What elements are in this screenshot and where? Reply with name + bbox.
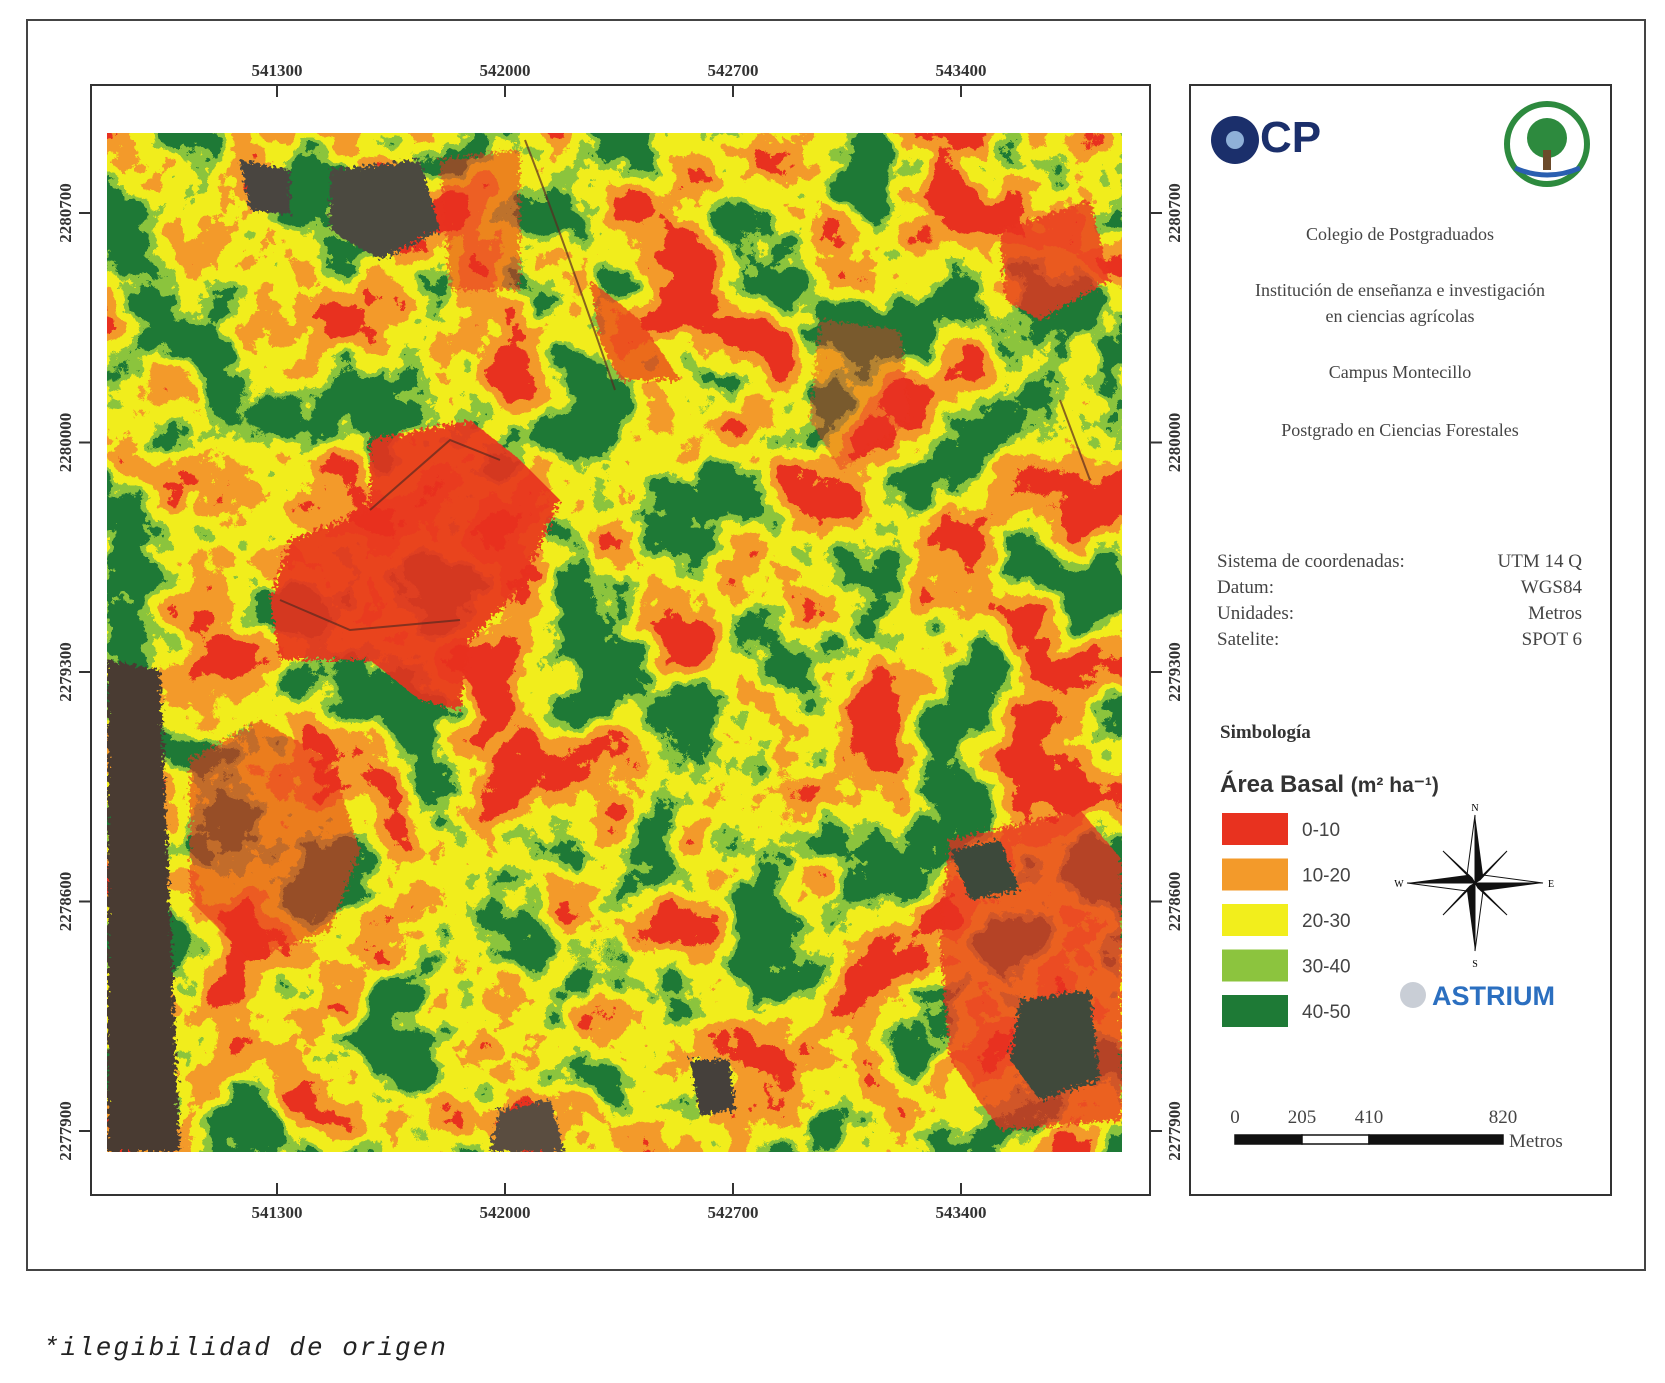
scale-segment <box>1368 1134 1504 1145</box>
logo-left: CP <box>1211 113 1321 164</box>
raster-patches <box>107 150 1122 1152</box>
spec-value: WGS84 <box>1521 577 1583 598</box>
description-line: en ciencias agrícolas <box>1326 306 1475 326</box>
compass-w: W <box>1394 879 1404 890</box>
legend-heading: Simbología <box>1220 722 1311 743</box>
compass-e: E <box>1548 879 1554 890</box>
x-tick-label: 542700 <box>708 1203 759 1222</box>
raster-lines <box>279 139 1091 632</box>
brand-text: ASTRIUM <box>1432 981 1555 1011</box>
raster <box>107 133 1122 1152</box>
legend-title: Área Basal (m² ha⁻¹) <box>1220 770 1439 798</box>
legend-label: 40-50 <box>1302 1002 1351 1023</box>
y-tick-label: 2278600 <box>56 872 75 932</box>
spec-label: Satelite: <box>1217 629 1279 650</box>
scale-segment <box>1301 1134 1370 1145</box>
x-tick-label: 543400 <box>936 61 987 80</box>
x-tick-label: 541300 <box>252 1203 303 1222</box>
legend-swatch <box>1222 813 1288 845</box>
y-tick-label: 2278600 <box>1165 872 1184 932</box>
legend-title-text: Área Basal <box>1220 770 1344 798</box>
logo-right <box>1504 101 1590 187</box>
legend-swatch <box>1222 904 1288 936</box>
scale-label: 410 <box>1355 1107 1384 1128</box>
legend-label: 0-10 <box>1302 820 1340 841</box>
scale-segment <box>1234 1134 1303 1145</box>
y-tick-label: 2279300 <box>56 642 75 702</box>
spec-label: Datum: <box>1217 577 1274 598</box>
y-tick-label: 2280700 <box>1165 183 1184 243</box>
legend-label: 30-40 <box>1302 957 1351 978</box>
legend-swatch <box>1222 995 1288 1027</box>
y-tick-label: 2280700 <box>56 183 75 243</box>
y-tick-label: 2280000 <box>56 413 75 473</box>
brand-logo: ASTRIUM <box>1400 981 1555 1011</box>
legend: 0-10 10-20 20-30 30-40 40-50 <box>1222 813 1351 1027</box>
spec-label: Sistema de coordenadas: <box>1217 551 1405 572</box>
legend-swatch <box>1222 858 1288 891</box>
legend-swatch <box>1222 949 1288 982</box>
legend-label: 20-30 <box>1302 911 1351 932</box>
y-tick-label: 2277900 <box>56 1101 75 1161</box>
coordinate-ticks: 541300 541300 542000 542000 542700 542700 5434… <box>56 61 1184 1222</box>
scale-unit: Metros <box>1509 1131 1563 1152</box>
x-tick-label: 541300 <box>252 61 303 80</box>
spec-value: Metros <box>1528 603 1582 624</box>
spec-value: UTM 14 Q <box>1498 551 1583 572</box>
campus: Campus Montecillo <box>1329 362 1472 382</box>
scale-bar: 0 205 410 820 Metros <box>1230 1107 1563 1152</box>
scale-label: 205 <box>1288 1107 1317 1128</box>
logo-mark <box>1226 131 1244 149</box>
logo-text: CP <box>1260 113 1321 162</box>
x-tick-label: 542000 <box>480 1203 531 1222</box>
y-tick-label: 2279300 <box>1165 642 1184 702</box>
footnote: *ilegibilidad de origen <box>43 1333 448 1363</box>
legend-unit: (m² ha⁻¹) <box>1351 774 1439 797</box>
compass: N S E W <box>1394 803 1554 970</box>
compass-s: S <box>1472 959 1478 970</box>
specs: Sistema de coordenadas: UTM 14 Q Datum: WGS… <box>1217 551 1582 650</box>
institution: Colegio de Postgraduados <box>1306 224 1494 244</box>
legend-label: 10-20 <box>1302 866 1351 887</box>
spec-label: Unidades: <box>1217 603 1294 624</box>
program: Postgrado en Ciencias Forestales <box>1281 420 1518 440</box>
x-tick-label: 542700 <box>708 61 759 80</box>
x-tick-label: 543400 <box>936 1203 987 1222</box>
scale-label: 0 <box>1230 1107 1240 1128</box>
x-tick-label: 542000 <box>480 61 531 80</box>
y-tick-label: 2277900 <box>1165 1101 1184 1161</box>
scale-label: 820 <box>1489 1107 1518 1128</box>
spec-value: SPOT 6 <box>1522 629 1582 650</box>
compass-n: N <box>1471 803 1478 814</box>
y-tick-label: 2280000 <box>1165 413 1184 473</box>
description-line: Institución de enseñanza e investigación <box>1255 280 1545 300</box>
